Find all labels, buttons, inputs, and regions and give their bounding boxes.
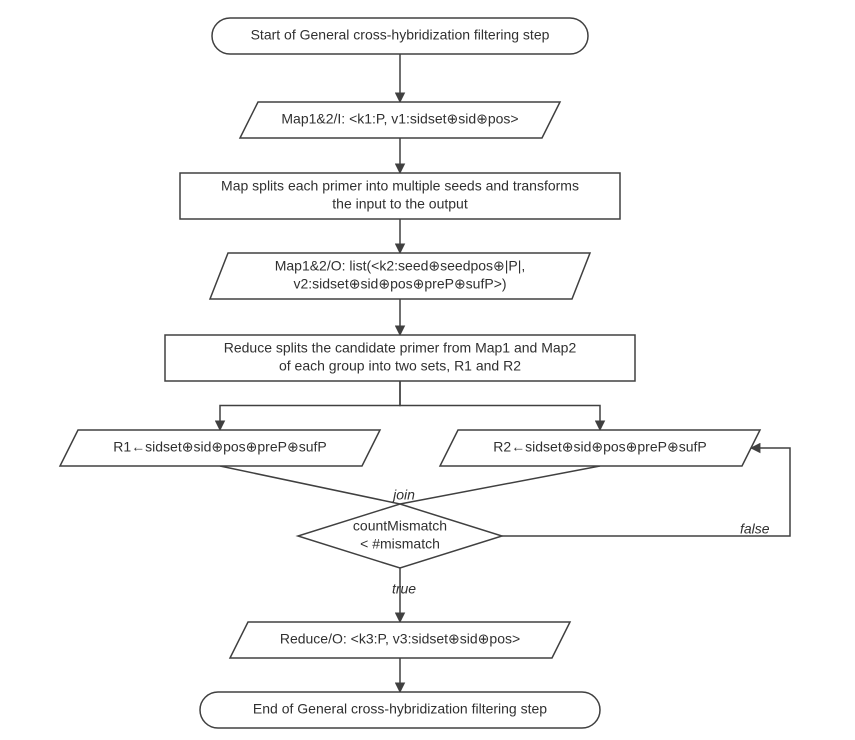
- svg-text:of each group into two sets, R: of each group into two sets, R1 and R2: [279, 358, 521, 374]
- node-map_proc: Map splits each primer into multiple see…: [180, 173, 620, 219]
- label-true: true: [392, 581, 416, 597]
- svg-text:the input to the output: the input to the output: [332, 196, 468, 212]
- node-reduce_out: Reduce/O: <k3:P, v3:sidset⊕sid⊕pos>: [230, 622, 570, 658]
- svg-text:End of General cross-hybridiza: End of General cross-hybridization filte…: [253, 701, 547, 717]
- node-decision: countMismatch < #mismatch: [298, 504, 502, 568]
- svg-text:Reduce splits the candidate pr: Reduce splits the candidate primer from …: [224, 340, 577, 356]
- svg-text:Map1&2/I: <k1:P, v1:sidset⊕sid: Map1&2/I: <k1:P, v1:sidset⊕sid⊕pos>: [281, 111, 518, 127]
- node-map_out: Map1&2/O: list(<k2:seed⊕seedpos⊕|P|, v2:s…: [210, 253, 590, 299]
- node-end: End of General cross-hybridization filte…: [200, 692, 600, 728]
- svg-text:R1←sidset⊕sid⊕pos⊕preP⊕sufP: R1←sidset⊕sid⊕pos⊕preP⊕sufP: [113, 439, 326, 455]
- node-r1: R1←sidset⊕sid⊕pos⊕preP⊕sufP: [60, 430, 380, 466]
- label-false: false: [740, 521, 770, 537]
- node-r2: R2←sidset⊕sid⊕pos⊕preP⊕sufP: [440, 430, 760, 466]
- edge-r2-decision: [400, 466, 600, 504]
- svg-text:R2←sidset⊕sid⊕pos⊕preP⊕sufP: R2←sidset⊕sid⊕pos⊕preP⊕sufP: [493, 439, 706, 455]
- edge-reduce_proc-r2: [400, 381, 600, 430]
- flowchart-canvas: Start of General cross-hybridization fil…: [0, 0, 855, 740]
- svg-text:< #mismatch: < #mismatch: [360, 536, 440, 552]
- node-map_in: Map1&2/I: <k1:P, v1:sidset⊕sid⊕pos>: [240, 102, 560, 138]
- svg-text:Reduce/O: <k3:P, v3:sidset⊕sid: Reduce/O: <k3:P, v3:sidset⊕sid⊕pos>: [280, 631, 520, 647]
- svg-text:Map1&2/O: list(<k2:seed⊕seedpo: Map1&2/O: list(<k2:seed⊕seedpos⊕|P|,: [275, 258, 526, 274]
- edge-r1-decision: [220, 466, 400, 504]
- svg-text:v2:sidset⊕sid⊕pos⊕preP⊕sufP>): v2:sidset⊕sid⊕pos⊕preP⊕sufP>): [293, 276, 506, 292]
- svg-text:Start of General cross-hybridi: Start of General cross-hybridization fil…: [251, 27, 550, 43]
- node-start: Start of General cross-hybridization fil…: [212, 18, 588, 54]
- node-reduce_proc: Reduce splits the candidate primer from …: [165, 335, 635, 381]
- label-join: join: [391, 487, 415, 503]
- svg-text:Map splits each primer into mu: Map splits each primer into multiple see…: [221, 178, 579, 194]
- svg-text:countMismatch: countMismatch: [353, 518, 447, 534]
- edge-reduce_proc-r1: [220, 381, 400, 430]
